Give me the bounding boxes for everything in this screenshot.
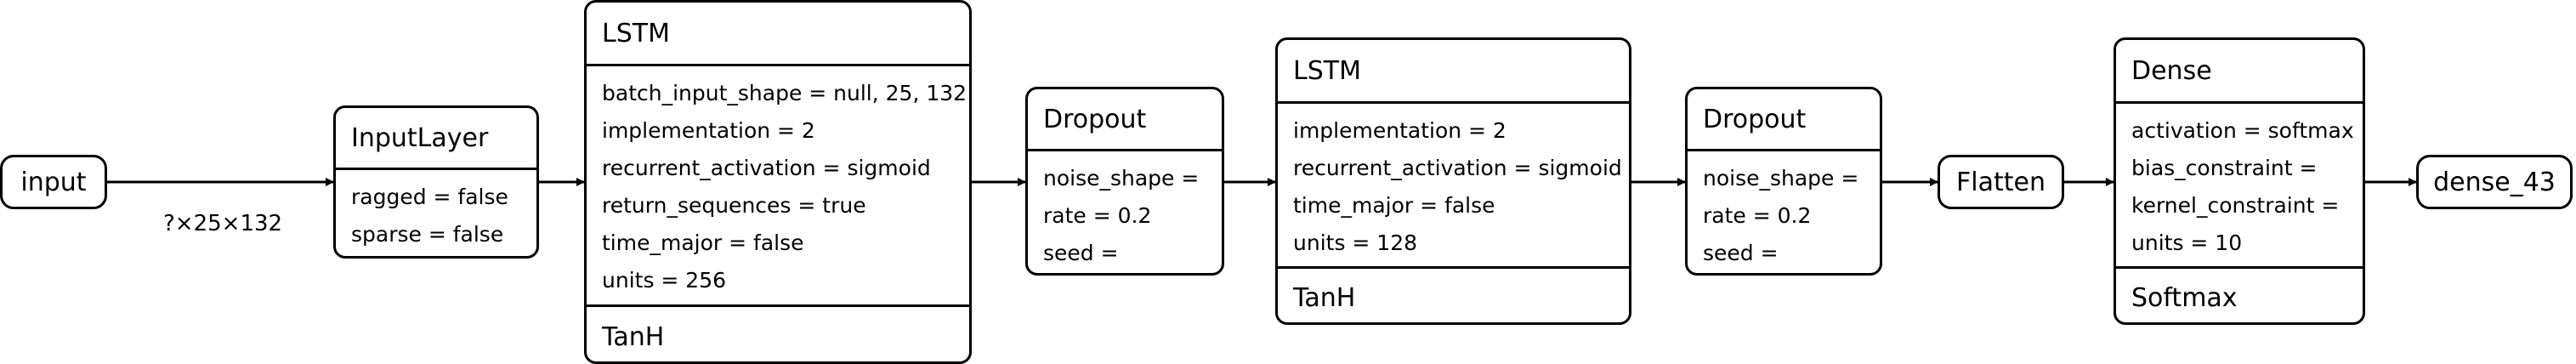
attr-line: noise_shape = — [1703, 166, 1859, 191]
node-output[interactable]: dense_43 — [2416, 155, 2573, 209]
node-lstm-2[interactable]: LSTM implementation = 2 recurrent_activa… — [1275, 37, 1631, 325]
attr-line: activation = softmax — [2131, 118, 2354, 143]
node-lstm-1-attrs: batch_input_shape = null, 25, 132 implem… — [587, 64, 969, 304]
node-lstm-1-activation: TanH — [587, 304, 969, 361]
attr-line: units = 256 — [602, 268, 727, 293]
attr-line: kernel_constraint = — [2131, 193, 2340, 218]
node-dense-attrs: activation = softmax bias_constraint = k… — [2116, 101, 2363, 266]
attr-line: units = 10 — [2131, 230, 2243, 255]
attr-line: rate = 0.2 — [1703, 203, 1812, 228]
attr-line: implementation = 2 — [602, 118, 815, 143]
edge-label-shape: ?×25×132 — [163, 211, 283, 236]
attr-line: seed = — [1703, 241, 1779, 265]
attr-line: rate = 0.2 — [1043, 203, 1152, 228]
node-dropout-2[interactable]: Dropout noise_shape = rate = 0.2 seed = — [1685, 87, 1882, 276]
attr-line: batch_input_shape = null, 25, 132 — [602, 81, 967, 105]
node-input[interactable]: input — [0, 155, 107, 209]
attr-line: bias_constraint = — [2131, 156, 2318, 180]
node-output-label: dense_43 — [2433, 167, 2556, 197]
node-dense-activation: Softmax — [2116, 266, 2363, 322]
attr-line: units = 128 — [1293, 230, 1418, 255]
attr-line: time_major = false — [1293, 193, 1495, 218]
node-dropout-1-attrs: noise_shape = rate = 0.2 seed = — [1028, 149, 1222, 273]
node-lstm-2-activation: TanH — [1278, 266, 1629, 322]
attr-line: recurrent_activation = sigmoid — [1293, 156, 1622, 180]
node-dropout-1-title: Dropout — [1043, 104, 1147, 134]
node-lstm-2-attrs: implementation = 2 recurrent_activation … — [1278, 101, 1629, 266]
node-dropout-2-attrs: noise_shape = rate = 0.2 seed = — [1688, 149, 1880, 273]
attr-line: seed = — [1043, 241, 1119, 265]
node-inputlayer-title: InputLayer — [351, 122, 489, 153]
node-lstm-1-title: LSTM — [602, 18, 670, 48]
attr-line: sparse = false — [351, 222, 504, 247]
node-dense[interactable]: Dense activation = softmax bias_constrai… — [2114, 37, 2365, 325]
node-dense-title: Dense — [2131, 55, 2212, 86]
attr-line: noise_shape = — [1043, 166, 1200, 191]
attr-line: ragged = false — [351, 185, 508, 209]
node-dropout-1[interactable]: Dropout noise_shape = rate = 0.2 seed = — [1025, 87, 1224, 276]
attr-line: implementation = 2 — [1293, 118, 1506, 143]
node-flatten[interactable]: Flatten — [1938, 155, 2064, 209]
attr-line: time_major = false — [602, 230, 804, 255]
node-input-label: input — [20, 167, 87, 197]
node-flatten-label: Flatten — [1956, 167, 2045, 197]
node-lstm-2-title: LSTM — [1293, 55, 1361, 86]
attr-line: recurrent_activation = sigmoid — [602, 156, 931, 180]
node-dropout-2-title: Dropout — [1703, 104, 1807, 134]
node-lstm-1[interactable]: LSTM batch_input_shape = null, 25, 132 i… — [584, 0, 972, 364]
node-inputlayer[interactable]: InputLayer ragged = false sparse = false — [333, 105, 539, 259]
attr-line: return_sequences = true — [602, 193, 866, 218]
node-inputlayer-attrs: ragged = false sparse = false — [336, 168, 536, 256]
